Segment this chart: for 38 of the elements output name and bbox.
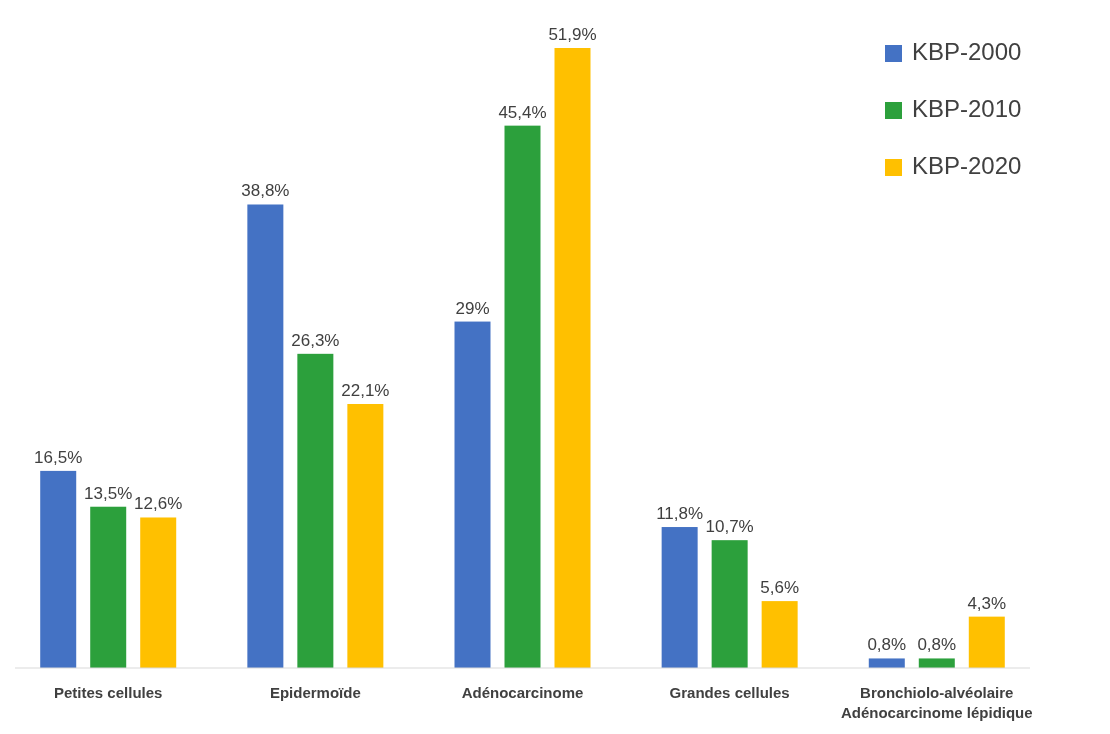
bar bbox=[454, 321, 491, 668]
bar bbox=[711, 540, 748, 668]
bar bbox=[297, 353, 334, 668]
data-label: 51,9% bbox=[548, 25, 597, 44]
bar bbox=[140, 517, 177, 668]
bar bbox=[761, 601, 798, 668]
data-label: 13,5% bbox=[84, 483, 133, 503]
x-tick-label: Adénocarcinome bbox=[461, 684, 584, 701]
data-label: 16,5% bbox=[34, 447, 83, 467]
bar bbox=[90, 506, 127, 668]
data-label: 11,8% bbox=[656, 504, 704, 524]
data-label: 0,8% bbox=[867, 635, 907, 655]
bar bbox=[918, 658, 955, 668]
bar bbox=[968, 616, 1005, 668]
bar bbox=[554, 48, 591, 668]
data-label: 29% bbox=[455, 298, 490, 318]
data-label: 10,7% bbox=[705, 517, 754, 537]
data-label: 12,6% bbox=[134, 494, 183, 514]
legend-label: KBP-2010 bbox=[912, 95, 1022, 122]
x-tick-label: Bronchiolo-alvéolaire Adénocarcinome lépidique bbox=[840, 684, 1033, 721]
bar bbox=[347, 403, 384, 668]
legend-label: KBP-2020 bbox=[912, 152, 1022, 179]
data-label: 4,3% bbox=[967, 593, 1007, 613]
x-tick-label: Grandes cellules bbox=[669, 684, 790, 701]
data-label: 22,1% bbox=[341, 380, 390, 400]
bar bbox=[661, 527, 698, 668]
data-label: 38,8% bbox=[241, 181, 290, 201]
data-label: 0,8% bbox=[917, 635, 957, 655]
data-label: 5,6% bbox=[760, 578, 800, 598]
x-tick-label: Epidermoïde bbox=[269, 684, 361, 701]
legend-label: KBP-2000 bbox=[912, 38, 1022, 65]
bar bbox=[504, 125, 541, 668]
bar bbox=[40, 470, 77, 668]
data-label: 26,3% bbox=[291, 330, 340, 350]
data-label: 45,4% bbox=[498, 102, 547, 122]
x-tick-label: Petites cellules bbox=[54, 684, 163, 701]
bar bbox=[247, 204, 284, 668]
bar bbox=[868, 658, 905, 668]
